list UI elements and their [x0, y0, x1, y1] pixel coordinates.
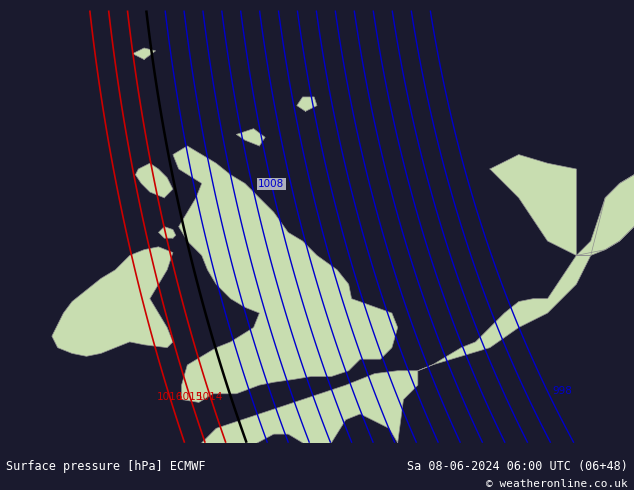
Polygon shape: [418, 255, 591, 371]
Polygon shape: [576, 175, 634, 255]
Text: 998: 998: [552, 387, 572, 396]
Polygon shape: [136, 163, 173, 198]
Text: 1014: 1014: [197, 392, 224, 402]
Polygon shape: [158, 226, 176, 238]
Text: 1015: 1015: [177, 392, 204, 402]
Polygon shape: [236, 129, 265, 146]
Text: 1016: 1016: [157, 392, 183, 402]
Polygon shape: [133, 48, 155, 59]
Polygon shape: [297, 97, 317, 111]
Text: Surface pressure [hPa] ECMWF: Surface pressure [hPa] ECMWF: [6, 460, 206, 473]
Polygon shape: [202, 371, 418, 486]
Text: © weatheronline.co.uk: © weatheronline.co.uk: [486, 480, 628, 490]
Polygon shape: [52, 247, 173, 356]
Polygon shape: [490, 154, 634, 255]
Text: 1008: 1008: [258, 179, 285, 189]
Polygon shape: [173, 146, 398, 402]
Text: Sa 08-06-2024 06:00 UTC (06+48): Sa 08-06-2024 06:00 UTC (06+48): [407, 460, 628, 473]
